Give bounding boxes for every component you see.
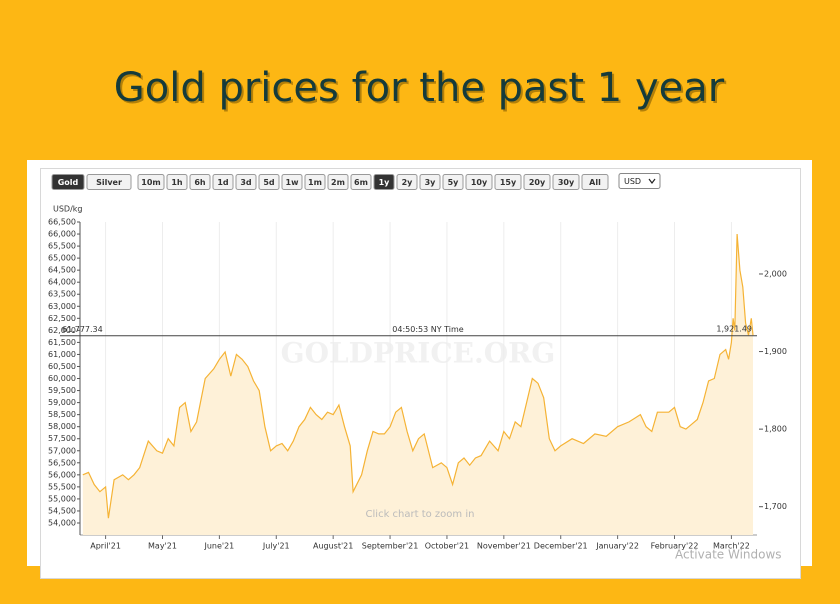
y-tick-label: 55,500 (48, 482, 76, 491)
range-button-label: 15y (500, 178, 517, 187)
y-tick-label: 57,000 (48, 446, 76, 455)
range-button[interactable] (166, 174, 188, 190)
dropdown-arrow (648, 178, 656, 184)
y-tick-label: 54,000 (48, 519, 76, 528)
range-button[interactable] (442, 174, 464, 190)
price-line (82, 233, 754, 519)
range-button[interactable] (373, 174, 395, 190)
range-button-label: Silver (96, 178, 122, 187)
currency-select[interactable] (618, 173, 661, 189)
range-button-label: 3d (240, 178, 252, 187)
range-button-label: 1h (171, 178, 183, 187)
x-tick-label: February'22 (651, 542, 699, 551)
x-tick-label: March'22 (713, 542, 750, 551)
y-tick-label: 57,500 (48, 434, 76, 443)
os-overlay: Activate Windows (675, 548, 782, 562)
range-button[interactable] (350, 174, 372, 190)
x-tick-label: September'21 (362, 542, 419, 551)
crosshair-value: 61,777.34 (62, 325, 103, 334)
y-tick-label: 61,500 (48, 338, 76, 347)
range-button-label: 1d (217, 178, 229, 187)
range-button-label: 30y (558, 178, 575, 187)
y-tick-label: 58,000 (48, 422, 76, 431)
range-button[interactable] (86, 174, 132, 190)
crosshair-time: 04:50:53 NY Time (392, 325, 464, 334)
range-button[interactable] (396, 174, 418, 190)
range-button[interactable] (552, 174, 580, 190)
y-tick-label: 54,500 (48, 506, 76, 515)
y-tick-label: 58,500 (48, 410, 76, 419)
y-tick-label: 62,000 (48, 326, 76, 335)
range-button[interactable] (212, 174, 234, 190)
range-button[interactable] (465, 174, 493, 190)
y-tick-label: 60,500 (48, 362, 76, 371)
y2-tick-label: 1,900 (764, 347, 787, 356)
y-tick-label: 65,000 (48, 254, 76, 263)
y-tick-label: 63,500 (48, 290, 76, 299)
range-button[interactable] (281, 174, 303, 190)
range-button[interactable] (189, 174, 211, 190)
x-tick-label: June'21 (203, 542, 234, 551)
y-tick-label: 65,500 (48, 242, 76, 251)
y2-tick-label: 1,800 (764, 425, 787, 434)
x-tick-label: April'21 (90, 542, 121, 551)
range-button[interactable] (419, 174, 441, 190)
range-button-label: All (589, 178, 601, 187)
y-tick-label: 66,500 (48, 218, 76, 227)
y-tick-label: 60,000 (48, 374, 76, 383)
range-button-label: 5y (448, 178, 460, 187)
range-button-label: 10m (141, 178, 160, 187)
area (82, 234, 754, 535)
range-button-label: 1w (286, 178, 300, 187)
y-tick-label: 56,500 (48, 458, 76, 467)
x-tick-label: December'21 (534, 542, 588, 551)
range-button-label: 2m (331, 178, 345, 187)
y-tick-label: 64,000 (48, 278, 76, 287)
y-tick-label: 66,000 (48, 230, 76, 239)
range-button[interactable] (327, 174, 349, 190)
x-tick-label: August'21 (313, 542, 353, 551)
y-tick-label: 63,000 (48, 302, 76, 311)
range-button[interactable] (581, 174, 609, 190)
range-button[interactable] (304, 174, 326, 190)
range-button-label: 2y (402, 178, 414, 187)
x-tick-label: July'21 (262, 542, 290, 551)
currency-label: USD (624, 177, 641, 186)
range-button[interactable] (258, 174, 280, 190)
range-button[interactable] (51, 174, 85, 190)
y-tick-label: 59,500 (48, 386, 76, 395)
x-tick-label: May'21 (148, 542, 177, 551)
range-button[interactable] (494, 174, 522, 190)
zoom-hint: Click chart to zoom in (366, 509, 475, 520)
range-button-label: 10y (471, 178, 488, 187)
range-button-label: 20y (529, 178, 546, 187)
y-tick-label: 55,000 (48, 494, 76, 503)
range-button-label: 6m (354, 178, 368, 187)
range-button-label: 1m (308, 178, 322, 187)
y2-tick-label: 2,000 (764, 269, 787, 278)
y-axis-unit: USD/kg (53, 205, 83, 214)
range-button-label: 1y (379, 178, 391, 187)
x-tick-label: October'21 (425, 542, 469, 551)
title-shadow: Gold prices for the past 1 year (116, 67, 727, 113)
range-button-label: 6h (194, 178, 206, 187)
range-button[interactable] (137, 174, 165, 190)
crosshair-y2-value: 1,921.49 (716, 324, 752, 333)
chart-title: Gold prices for the past 1 year (114, 65, 725, 111)
range-button-label: 3y (425, 178, 437, 187)
y-tick-label: 61,000 (48, 350, 76, 359)
range-button[interactable] (523, 174, 551, 190)
x-tick-label: January'22 (595, 542, 639, 551)
y-tick-label: 56,000 (48, 470, 76, 479)
y2-tick-label: 1,700 (764, 502, 787, 511)
range-button-label: 5d (263, 178, 275, 187)
watermark: GOLDPRICE.ORG (281, 337, 556, 370)
range-button[interactable] (235, 174, 257, 190)
y-tick-label: 59,000 (48, 398, 76, 407)
range-button-label: Gold (58, 178, 79, 187)
y-tick-label: 64,500 (48, 266, 76, 275)
x-tick-label: November'21 (477, 542, 531, 551)
y-tick-label: 62,500 (48, 314, 76, 323)
